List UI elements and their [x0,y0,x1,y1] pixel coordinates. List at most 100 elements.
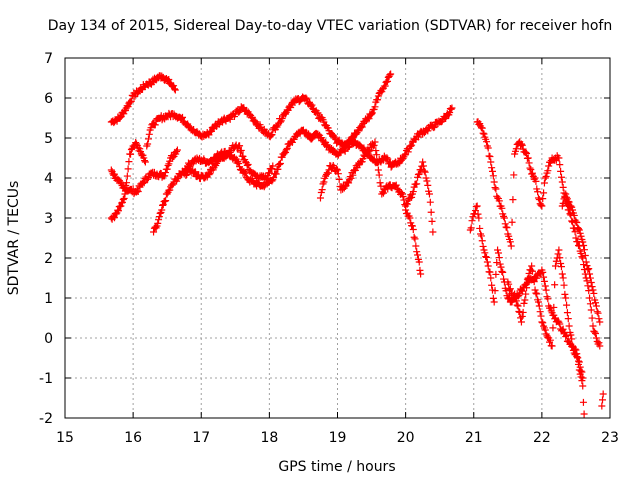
data-point [341,147,349,155]
data-point [408,222,416,230]
data-point [473,202,481,210]
data-point [564,315,572,323]
data-point [274,165,282,173]
data-point [596,342,604,350]
data-point [588,283,596,291]
data-point [560,189,568,197]
y-axis: -2 -1 0 1 2 3 4 5 6 7 [39,51,610,427]
data-point [205,171,213,179]
data-point [118,199,126,207]
data-point [430,124,438,132]
data-point [590,289,598,297]
data-point [320,178,328,186]
data-point [417,270,425,278]
data-point [593,308,601,316]
data-point [372,147,380,155]
data-point [495,254,503,262]
data-point [347,174,355,182]
data-point [399,154,407,162]
data-point [159,201,167,209]
data-point [399,192,407,200]
data-point [144,135,152,143]
data-point [539,195,547,203]
data-point [529,169,537,177]
data-point [486,153,494,161]
data-point [588,314,596,322]
data-point [574,225,582,233]
data-point [582,258,590,266]
data-point [510,171,518,179]
data-point [413,180,421,188]
data-points [107,70,607,418]
data-point [534,298,542,306]
data-point [244,160,252,168]
data-point [563,309,571,317]
data-point [397,189,405,197]
data-point [559,274,567,282]
y-tick-label: 4 [44,171,53,187]
data-point [542,172,550,180]
data-point [328,144,336,152]
data-point [483,258,491,266]
data-point [191,168,199,176]
data-point [541,282,549,290]
data-point [147,79,155,87]
data-point [358,123,366,131]
data-point [592,299,600,307]
data-point [529,267,537,275]
data-point [272,170,280,178]
data-point [477,232,485,240]
x-tick-label: 15 [56,430,74,446]
data-point [514,302,522,310]
data-point [409,225,417,233]
data-point [552,257,560,265]
data-point [414,251,422,259]
data-point [587,306,595,314]
data-point [569,206,577,214]
data-point [565,322,573,330]
data-point [376,179,384,187]
data-point [586,300,594,308]
data-point [185,165,193,173]
data-point [488,281,496,289]
data-point [498,268,506,276]
data-point [268,131,276,139]
data-point [518,287,526,295]
data-point [385,158,393,166]
data-point [239,152,247,160]
data-point [534,194,542,202]
data-point [575,358,583,366]
y-axis-label: SDTVAR / TECUs [6,181,22,296]
data-point [562,190,570,198]
data-point [416,266,424,274]
data-point [407,142,415,150]
data-point [425,190,433,198]
data-point [177,114,185,122]
data-point [599,390,607,398]
data-point [540,273,548,281]
x-axis-label: GPS time / hours [278,459,395,475]
data-point [579,398,587,406]
data-point [515,308,523,316]
data-point [585,287,593,295]
y-tick-label: -2 [39,411,53,427]
data-point [538,318,546,326]
data-point [592,302,600,310]
x-tick-label: 21 [465,430,483,446]
data-point [559,199,567,207]
data-point [576,229,584,237]
data-point [562,333,570,341]
data-point [415,258,423,266]
data-point [151,121,159,129]
data-point [523,280,531,288]
data-point [572,234,580,242]
data-point [162,197,170,205]
data-point [406,194,414,202]
data-point [127,98,135,106]
data-point [559,325,567,333]
x-axis: 15 16 17 18 19 20 21 22 23 [56,58,619,446]
data-point [384,185,392,193]
x-tick-label: 17 [192,430,210,446]
data-point [556,320,564,328]
x-tick-label: 23 [601,430,619,446]
